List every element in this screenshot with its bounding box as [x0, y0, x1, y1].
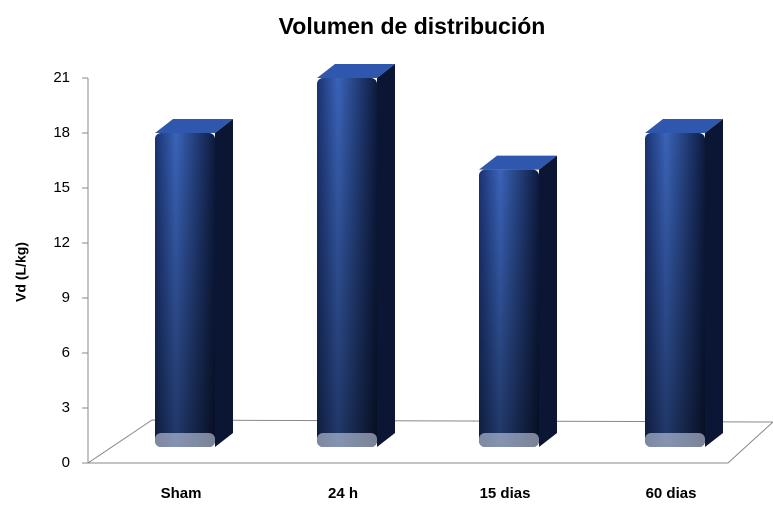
bar-top — [645, 119, 723, 133]
bar-side — [705, 119, 723, 447]
y-tick-label: 12 — [53, 234, 70, 251]
bar-group — [479, 155, 557, 447]
chart-title: Volumen de distribución — [279, 13, 546, 39]
bar-group — [317, 64, 395, 447]
bar-side — [377, 64, 395, 447]
y-tick-label: 6 — [62, 344, 70, 361]
bar-reflection — [317, 433, 377, 447]
bar-shade — [317, 78, 377, 447]
x-tick-label: 24 h — [328, 485, 358, 502]
y-tick-label: 3 — [62, 399, 70, 416]
bar-top — [479, 155, 557, 170]
y-tick-label: 18 — [53, 124, 70, 141]
x-tick-label: 15 dias — [480, 485, 531, 502]
bar-reflection — [645, 433, 705, 447]
y-axis-label: Vd (L/kg) — [13, 242, 29, 302]
y-tick-label: 15 — [53, 179, 70, 196]
bar-group — [155, 119, 233, 447]
x-tick-label: Sham — [161, 485, 202, 502]
floor — [86, 419, 773, 464]
bar-reflection — [155, 433, 215, 447]
y-tick-label: 21 — [53, 69, 70, 86]
bar-shade — [645, 133, 705, 447]
bar-top — [317, 64, 395, 78]
y-tick-label: 9 — [62, 289, 70, 306]
x-tick-label: 60 dias — [646, 485, 697, 502]
bar-side — [539, 155, 557, 447]
bar-group — [645, 119, 723, 447]
bar-reflection — [479, 433, 539, 447]
bar-side — [215, 119, 233, 447]
bar-shade — [155, 133, 215, 447]
y-tick-label: 0 — [62, 454, 70, 471]
bar-top — [155, 119, 233, 133]
bar-shade — [479, 169, 539, 447]
